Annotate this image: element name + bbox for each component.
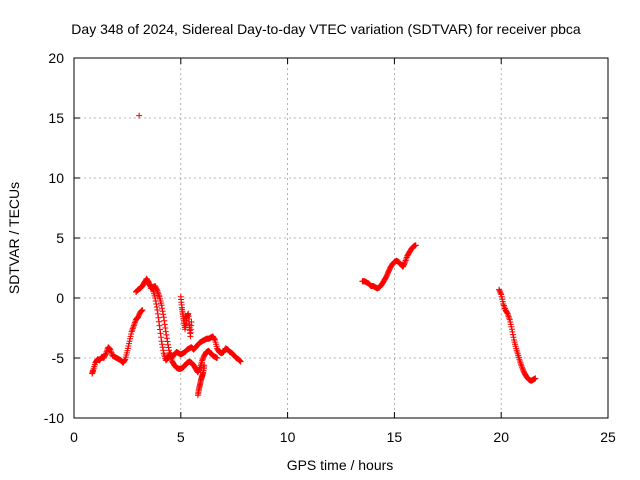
- data-point: [159, 344, 166, 351]
- data-point: [412, 242, 419, 249]
- data-point: [138, 307, 145, 314]
- data-point: [164, 338, 171, 345]
- data-point: [154, 307, 161, 313]
- data-point: [236, 357, 243, 364]
- data-point: [159, 341, 166, 348]
- data-point: [157, 330, 164, 337]
- data-point: [159, 305, 166, 312]
- data-point: [163, 331, 170, 338]
- data-point: [158, 302, 165, 309]
- data-point: [162, 328, 169, 335]
- data-point: [156, 326, 163, 333]
- chart-title: Day 348 of 2024, Sidereal Day-to-day VTE…: [71, 21, 581, 37]
- data-point: [162, 325, 169, 331]
- data-point: [138, 308, 145, 315]
- data-point: [149, 285, 156, 292]
- data-point: [158, 338, 165, 345]
- data-point: [237, 358, 244, 365]
- data-point: [161, 321, 168, 328]
- series-trace-3: [145, 280, 244, 365]
- data-point: [102, 351, 109, 358]
- series-trace-7: [496, 286, 539, 384]
- series-trace-1: [89, 307, 146, 377]
- data-point: [158, 334, 165, 341]
- data-point: [155, 314, 162, 321]
- y-tick-label: 0: [56, 290, 64, 306]
- data-point: [139, 307, 146, 313]
- data-point: [201, 362, 208, 369]
- data-point: [508, 326, 515, 333]
- series-trace-2: [132, 275, 221, 376]
- y-tick-label: -5: [52, 350, 65, 366]
- y-tick-label: 5: [56, 230, 64, 246]
- data-point: [497, 290, 504, 297]
- data-point: [153, 301, 160, 307]
- data-point: [154, 310, 161, 317]
- y-tick-label: -10: [44, 410, 64, 426]
- axis-ticks: [73, 57, 609, 419]
- data-point: [159, 308, 166, 315]
- x-tick-label: 25: [600, 429, 616, 445]
- data-point: [121, 357, 128, 364]
- y-tick-labels: -10 -5 0 5 10 15 20: [44, 50, 64, 426]
- y-tick-label: 20: [48, 50, 64, 66]
- x-axis-label: GPS time / hours: [287, 457, 394, 473]
- data-point: [152, 298, 159, 304]
- series-trace-5: [194, 362, 208, 399]
- data-point: [211, 336, 218, 343]
- x-tick-label: 0: [70, 429, 78, 445]
- data-point: [510, 334, 517, 341]
- x-tick-label: 15: [387, 429, 403, 445]
- y-tick-label: 10: [48, 170, 64, 186]
- x-tick-label: 5: [177, 429, 185, 445]
- y-tick-label: 15: [48, 110, 64, 126]
- data-point: [509, 328, 516, 335]
- data-point: [161, 317, 168, 324]
- data-point: [160, 311, 167, 318]
- data-point: [188, 319, 195, 325]
- data-point: [532, 375, 539, 382]
- x-tick-label: 20: [493, 429, 509, 445]
- data-point: [152, 295, 159, 301]
- data-point: [164, 341, 171, 348]
- data-point: [153, 304, 160, 310]
- data-points: [89, 112, 539, 399]
- series-trace-6: [359, 242, 419, 292]
- data-point: [166, 347, 173, 354]
- series-outlier: [136, 112, 143, 119]
- data-point: [165, 344, 172, 351]
- data-point: [136, 112, 143, 119]
- data-point: [401, 260, 408, 267]
- data-point: [237, 358, 244, 364]
- data-point: [160, 314, 167, 321]
- data-point: [160, 347, 167, 354]
- data-point: [214, 355, 221, 361]
- data-point: [509, 331, 516, 338]
- x-tick-labels: 0 5 10 15 20 25: [70, 429, 616, 445]
- grid-lines: [74, 58, 608, 418]
- series-trace-4: [177, 293, 195, 340]
- data-point: [163, 335, 170, 342]
- data-point: [156, 322, 163, 329]
- x-tick-label: 10: [280, 429, 296, 445]
- y-axis-label: SDTVAR / TECUs: [6, 182, 22, 294]
- data-point: [155, 318, 162, 325]
